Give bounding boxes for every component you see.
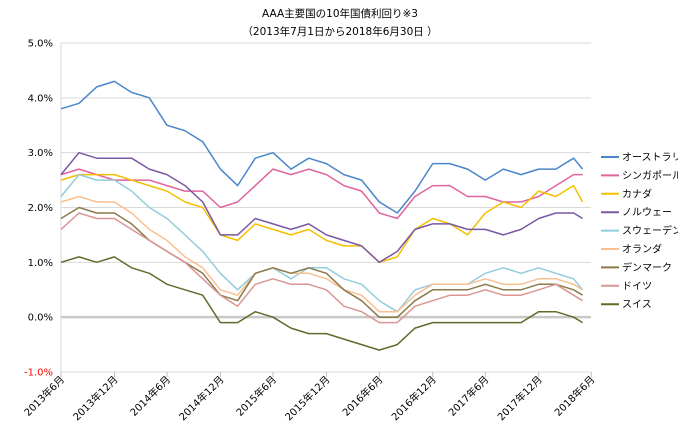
legend-label: オランダ bbox=[622, 243, 662, 256]
series-line bbox=[60, 256, 583, 351]
series-lines bbox=[60, 80, 584, 351]
y-tick-label: -1.0% bbox=[24, 368, 53, 379]
legend-label: デンマーク bbox=[622, 261, 672, 274]
series-line bbox=[60, 195, 583, 313]
chart-subtitle: （2013年7月1日から2018年6月30日 ） bbox=[242, 25, 437, 38]
legend-label: カナダ bbox=[622, 187, 652, 200]
series-line bbox=[60, 212, 583, 324]
y-tick-label: 2.0% bbox=[28, 203, 53, 214]
x-tick-label: 2016年6月 bbox=[340, 373, 386, 419]
series-line bbox=[60, 151, 583, 264]
legend-label: ノルウェー bbox=[622, 207, 672, 219]
x-tick-label: 2014年12月 bbox=[176, 373, 226, 423]
x-tick-label: 2015年6月 bbox=[233, 373, 279, 419]
y-tick-label: 3.0% bbox=[28, 148, 53, 159]
x-tick-label: 2015年12月 bbox=[282, 373, 332, 423]
x-tick-label: 2017年12月 bbox=[495, 373, 545, 423]
legend-label: ドイツ bbox=[622, 281, 652, 292]
y-tick-label: 1.0% bbox=[28, 258, 53, 269]
legend-label: スウェーデン bbox=[622, 224, 678, 237]
x-tick-label: 2013年12月 bbox=[70, 373, 120, 423]
chart-title: AAA主要国の10年国債利回り※3 bbox=[262, 7, 418, 20]
series-line bbox=[60, 173, 584, 313]
legend-label: シンガポール bbox=[622, 170, 678, 182]
x-tick-label: 2014年6月 bbox=[127, 373, 173, 419]
series-line bbox=[60, 168, 583, 220]
x-axis-ticks: 2013年6月 2013年12月 2014年6月 2014年12月 2015年6月 201… bbox=[21, 372, 597, 423]
legend-label: スイス bbox=[622, 300, 652, 311]
y-tick-label: 5.0% bbox=[28, 39, 53, 50]
series-line bbox=[60, 80, 584, 214]
y-axis-ticks: 5.0% 4.0% 3.0% 2.0% 1.0% 0.0% -1.0% bbox=[24, 39, 53, 379]
x-tick-label: 2013年6月 bbox=[21, 373, 67, 419]
x-tick-label: 2016年12月 bbox=[389, 373, 439, 423]
y-tick-label: 0.0% bbox=[28, 313, 53, 324]
x-tick-label: 2018年6月 bbox=[552, 373, 598, 419]
y-tick-label: 4.0% bbox=[28, 93, 53, 104]
x-tick-label: 2017年6月 bbox=[446, 373, 492, 419]
legend: オーストラリアシンガポールカナダノルウェースウェーデンオランダデンマークドイツス… bbox=[601, 152, 678, 311]
legend-label: オーストラリア bbox=[622, 152, 678, 164]
series-line bbox=[60, 173, 584, 264]
